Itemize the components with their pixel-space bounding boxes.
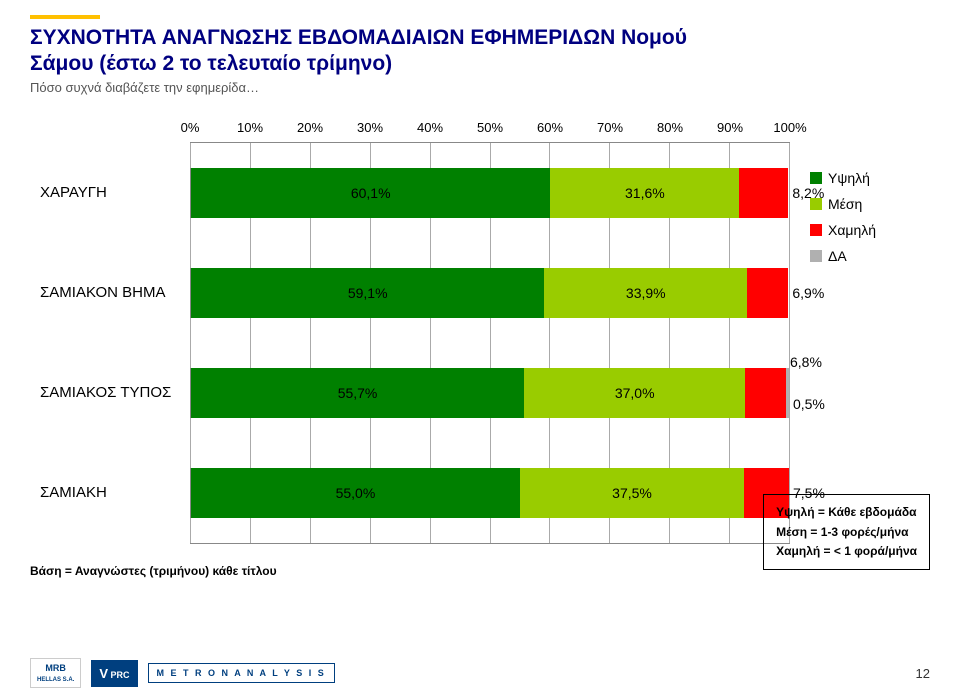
axis-tick: 70% — [597, 120, 623, 135]
legend-item: Χαμηλή — [810, 222, 940, 238]
legend-label: Χαμηλή — [828, 222, 876, 238]
bar-segment: 55,0% — [191, 468, 520, 518]
page-subtitle: Πόσο συχνά διαβάζετε την εφημερίδα… — [30, 80, 930, 95]
bar-segment: 33,9% — [544, 268, 747, 318]
bar-row: ΧΑΡΑΥΓΗ60,1%31,6%8,2% — [190, 143, 789, 243]
axis-tick: 20% — [297, 120, 323, 135]
note-line: Μέση = 1-3 φορές/μήνα — [776, 523, 917, 542]
axis-tick: 30% — [357, 120, 383, 135]
bar-segment: 0,5% — [786, 368, 789, 418]
mrb-logo: MRBHELLAS S.A. — [30, 658, 81, 688]
bar-segment: 55,7% — [191, 368, 524, 418]
bar-segment: 6,8% — [745, 368, 786, 418]
note-line: Χαμηλή = < 1 φορά/μήνα — [776, 542, 917, 561]
bar-row: ΣΑΜΙΑΚΟΣ ΤΥΠΟΣ55,7%37,0%6,8%0,5% — [190, 343, 789, 443]
footer-logos: MRBHELLAS S.A. V PRC M E T R O N A N A L… — [30, 658, 335, 688]
bar-segment: 59,1% — [191, 268, 544, 318]
bar-segment: 37,0% — [524, 368, 745, 418]
accent-bar — [30, 15, 100, 19]
legend-swatch — [810, 224, 822, 236]
legend-swatch — [810, 250, 822, 262]
note-line: Υψηλή = Κάθε εβδομάδα — [776, 503, 917, 522]
legend-label: Υψηλή — [828, 170, 870, 186]
row-label: ΣΑΜΙΑΚΟΣ ΤΥΠΟΣ — [30, 384, 190, 401]
page-title: ΣΥΧΝΟΤΗΤΑ ΑΝΑΓΝΩΣΗΣ ΕΒΔΟΜΑΔΙΑΙΩΝ ΕΦΗΜΕΡΙ… — [30, 25, 930, 78]
axis-tick: 100% — [773, 120, 806, 135]
legend-label: Μέση — [828, 196, 862, 212]
bar-segment: 31,6% — [550, 168, 739, 218]
x-axis: 0%10%20%30%40%50%60%70%80%90%100% — [190, 120, 790, 142]
axis-tick: 60% — [537, 120, 563, 135]
vprc-logo: V PRC — [91, 660, 137, 687]
legend-item: Υψηλή — [810, 170, 940, 186]
legend-item: ΔΑ — [810, 248, 940, 264]
row-label: ΧΑΡΑΥΓΗ — [30, 184, 190, 201]
row-label: ΣΑΜΙΑΚΗ — [30, 484, 190, 501]
bar-segment: 60,1% — [191, 168, 550, 218]
page-number: 12 — [916, 666, 930, 681]
axis-tick: 90% — [717, 120, 743, 135]
bar-segment: 8,2% — [739, 168, 788, 218]
bar-segment: 6,9% — [747, 268, 788, 318]
definitions-box: Υψηλή = Κάθε εβδομάδαΜέση = 1-3 φορές/μή… — [763, 494, 930, 570]
stacked-bar-chart: 0%10%20%30%40%50%60%70%80%90%100% ΧΑΡΑΥΓ… — [30, 120, 790, 544]
bar-segment: 37,5% — [520, 468, 744, 518]
row-label: ΣΑΜΙΑΚΟΝ ΒΗΜΑ — [30, 284, 190, 301]
legend-item: Μέση — [810, 196, 940, 212]
bar-row: ΣΑΜΙΑΚΗ55,0%37,5%7,5% — [190, 443, 789, 543]
legend-label: ΔΑ — [828, 248, 847, 264]
axis-tick: 0% — [181, 120, 200, 135]
metron-logo: M E T R O N A N A L Y S I S — [148, 663, 335, 683]
bar-row: ΣΑΜΙΑΚΟΝ ΒΗΜΑ59,1%33,9%6,9% — [190, 243, 789, 343]
legend-swatch — [810, 172, 822, 184]
axis-tick: 50% — [477, 120, 503, 135]
axis-tick: 10% — [237, 120, 263, 135]
axis-tick: 80% — [657, 120, 683, 135]
legend: Υψηλή Μέση Χαμηλή ΔΑ — [810, 170, 940, 544]
axis-tick: 40% — [417, 120, 443, 135]
